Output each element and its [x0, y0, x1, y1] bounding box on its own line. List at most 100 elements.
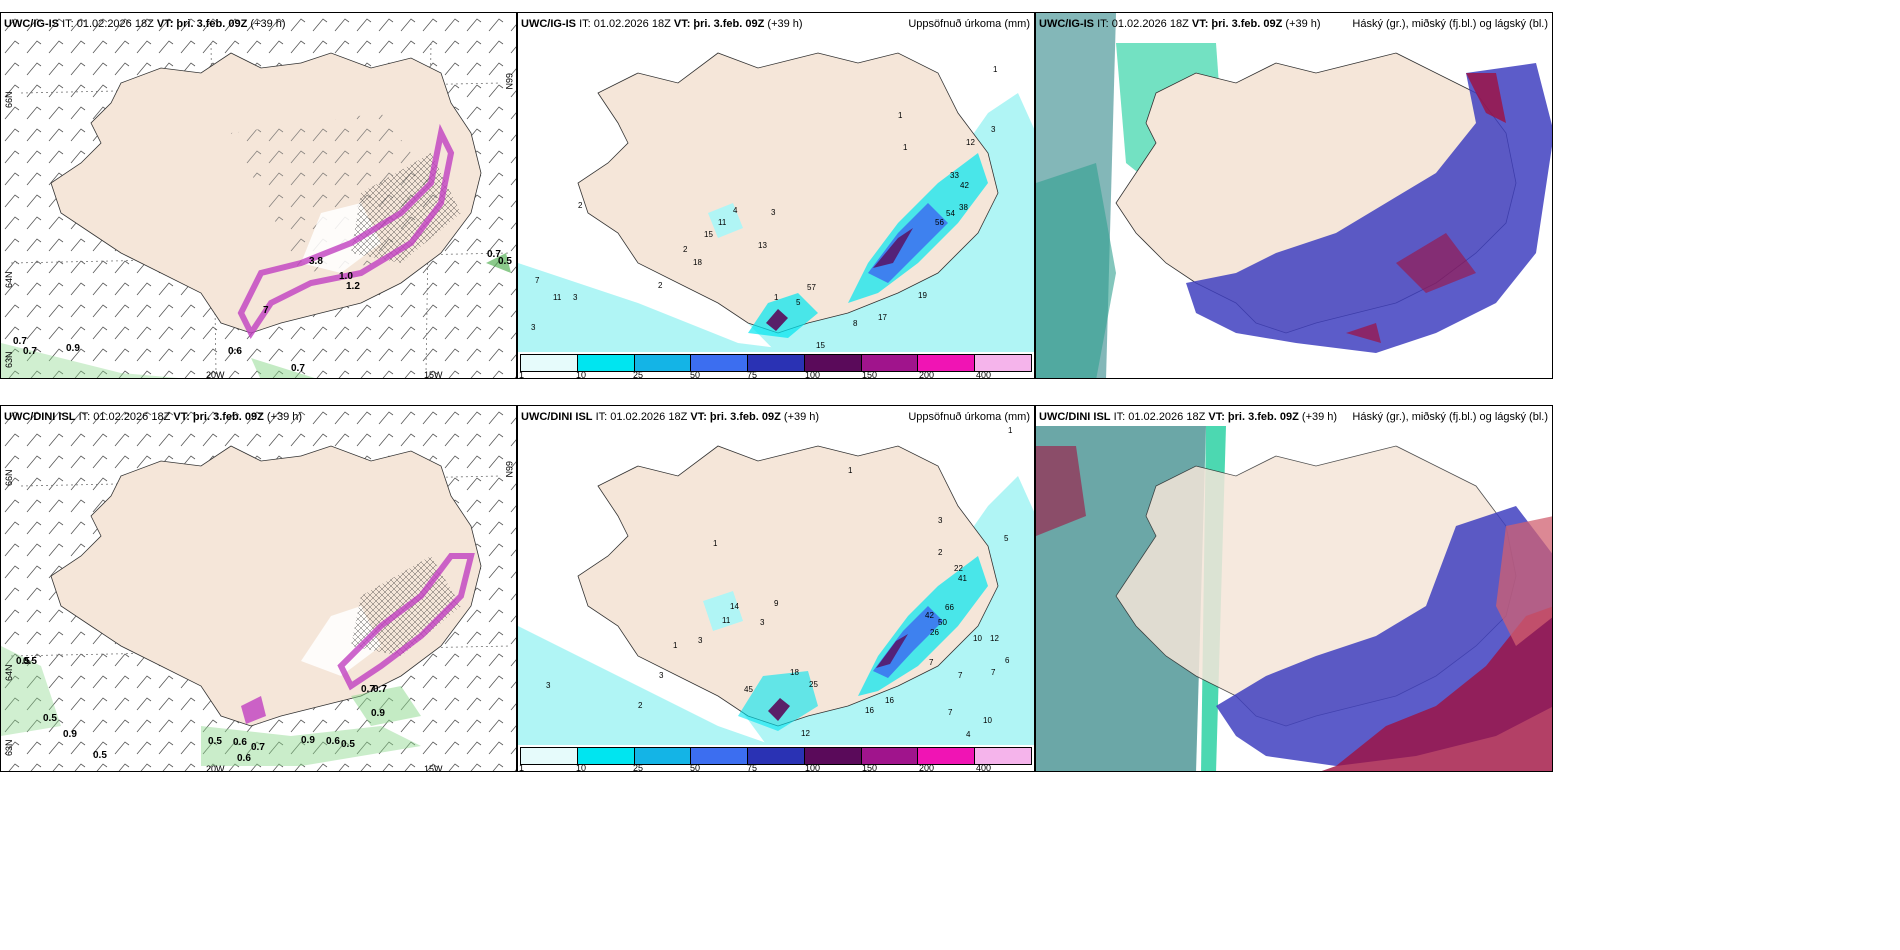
precip-value: 10: [973, 634, 982, 643]
colorbar-cell: [861, 748, 919, 764]
lead-time: (+39 h): [783, 411, 820, 423]
colorbar-label: 200: [919, 370, 935, 379]
map-clouds-top: [1036, 13, 1552, 378]
colorbar-cells: [520, 747, 1032, 765]
colorbar-cell: [748, 748, 805, 764]
colorbar-cell: [521, 748, 578, 764]
lon-label-20w: 20W: [206, 764, 225, 772]
colorbar-cells: [520, 354, 1032, 372]
colorbar-cell: [691, 355, 749, 371]
colorbar-label: 1: [519, 370, 525, 379]
valid-time-label: VT:: [156, 18, 174, 30]
lon-label-15w: 15W: [424, 370, 443, 379]
lead-time: (+39 h): [767, 18, 803, 30]
valid-time: þri. 3.feb. 09Z: [1227, 411, 1299, 423]
valid-time-label: VT:: [1208, 411, 1225, 423]
colorbar-cell: [975, 748, 1032, 764]
map-wind-bottom: [1, 406, 516, 771]
gust-value: 0.9: [66, 343, 80, 354]
gust-value: 3.8: [309, 256, 323, 267]
precip-value: 41: [958, 574, 967, 583]
gust-value: 0.6: [228, 346, 242, 357]
lead-time: (+39 h): [1285, 18, 1321, 30]
colorbar-label: 25: [633, 763, 644, 772]
precip-value: 13: [758, 241, 767, 250]
colorbar-cell: [804, 355, 862, 371]
init-time: IT: 01.02.2026 18Z: [1113, 411, 1206, 423]
precip-value: 14: [730, 602, 739, 611]
lat-label-63: 63N: [4, 351, 14, 368]
colorbar-cell: [521, 355, 578, 371]
precip-colorbar: 1 10 25 50 75 100 150 200 400: [518, 352, 1034, 378]
map-precip-top: [518, 13, 1034, 354]
precip-value: 66: [945, 603, 954, 612]
precip-value: 2: [938, 548, 943, 557]
init-time: IT: 01.02.2026 18Z: [1097, 18, 1189, 30]
valid-time: þri. 3.feb. 09Z: [176, 18, 248, 30]
precip-value: 5: [796, 298, 801, 307]
precip-value: 9: [774, 599, 779, 608]
colorbar-label: 75: [747, 370, 758, 379]
precip-value: 3: [546, 681, 551, 690]
precip-value: 11: [553, 293, 562, 302]
lead-time: (+39 h): [1301, 411, 1338, 423]
colorbar-label: 10: [576, 763, 587, 772]
colorbar-cell: [634, 355, 692, 371]
panel-field-title: Háský (gr.), miðský (fj.bl.) og lágský (…: [1352, 18, 1548, 30]
precip-value: 12: [801, 729, 810, 738]
colorbar-labels: 1 10 25 50 75 100 150 200 400: [519, 370, 1032, 379]
gust-value: 0.7: [291, 363, 305, 374]
lat-label-63: 63N: [4, 739, 14, 756]
precip-value: 12: [966, 138, 975, 147]
precip-value: 4: [966, 730, 971, 739]
panel-title: UWC/IG-IS IT: 01.02.2026 18Z VT: þri. 3.…: [4, 18, 286, 30]
precip-value: 1: [713, 539, 718, 548]
gust-value: 0.5: [341, 739, 355, 750]
colorbar-cell: [577, 355, 635, 371]
precip-value: 57: [807, 283, 816, 292]
precip-value: 7: [958, 671, 963, 680]
precip-value: 5: [1004, 534, 1009, 543]
panel-title: UWC/DINI ISL IT: 01.02.2026 18Z VT: þri.…: [1039, 411, 1337, 423]
map-precip-bottom: [518, 406, 1034, 747]
precip-value: 19: [918, 291, 927, 300]
precip-value: 1: [898, 111, 903, 120]
colorbar-cell: [918, 355, 976, 371]
precip-value: 2: [658, 281, 663, 290]
colorbar-label: 50: [690, 763, 701, 772]
precip-value: 3: [760, 618, 765, 627]
precip-value: 50: [938, 618, 947, 627]
gust-value: 0.5: [93, 750, 107, 761]
colorbar-cell: [748, 355, 805, 371]
precip-value: 26: [930, 628, 939, 637]
precip-value: 16: [885, 696, 894, 705]
gust-value: 1.2: [346, 281, 360, 292]
init-time: IT: 01.02.2026 18Z: [62, 18, 154, 30]
gust-value: 0.5: [16, 656, 30, 667]
precip-value: 1: [993, 65, 998, 74]
precip-value: 1: [673, 641, 678, 650]
panel-field-title: Uppsöfnuð úrkoma (mm): [908, 411, 1030, 423]
panel-bottom-left-wind: UWC/DINI ISL IT: 01.02.2026 18Z VT: þri.…: [0, 405, 517, 772]
gust-value: 0.7: [23, 346, 37, 357]
precip-value: 54: [946, 209, 955, 218]
panel-bottom-middle-precip: UWC/DINI ISL IT: 01.02.2026 18Z VT: þri.…: [517, 405, 1035, 772]
precip-value: 6: [1005, 656, 1010, 665]
valid-time: þri. 3.feb. 09Z: [192, 411, 264, 423]
colorbar-cell: [577, 748, 635, 764]
precip-value: 3: [531, 323, 536, 332]
lead-time: (+39 h): [250, 18, 286, 30]
precip-value: 2: [638, 701, 643, 710]
colorbar-cell: [804, 748, 862, 764]
precip-value: 22: [954, 564, 963, 573]
init-time: IT: 01.02.2026 18Z: [579, 18, 671, 30]
precip-value: 7: [991, 668, 996, 677]
panel-top-middle-precip: UWC/IG-IS IT: 01.02.2026 18Z VT: þri. 3.…: [517, 12, 1035, 379]
lat-label-66-right: 66N: [504, 461, 514, 478]
precip-value: 15: [704, 230, 713, 239]
lat-label-66: 66N: [4, 91, 14, 108]
lat-label-66: 66N: [4, 469, 14, 486]
gust-value: 0.5: [208, 736, 222, 747]
colorbar-label: 150: [862, 370, 878, 379]
precip-value: 11: [718, 218, 727, 227]
